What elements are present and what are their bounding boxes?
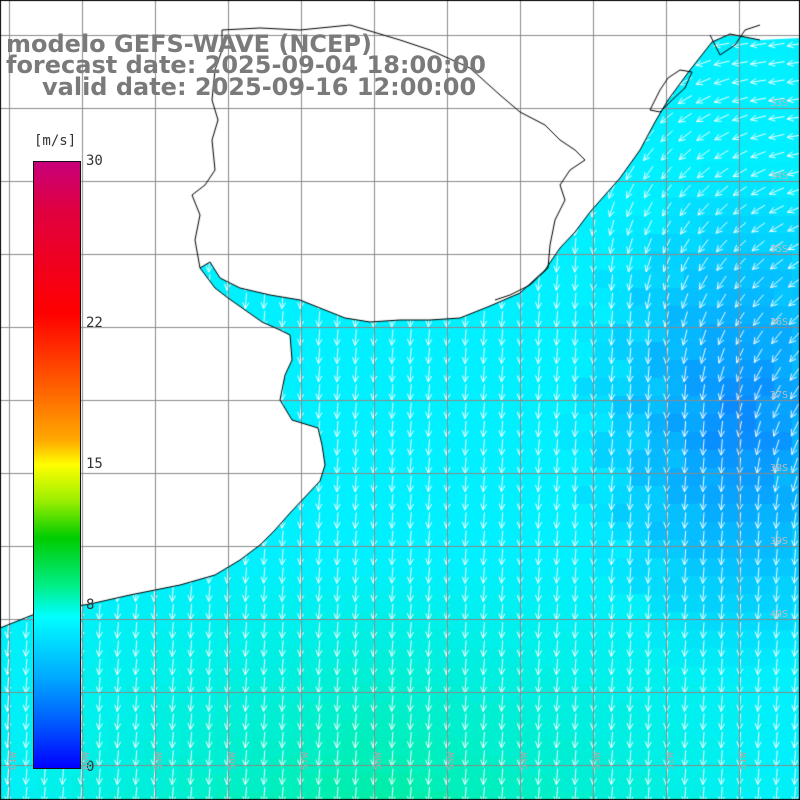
longitude-label: 56W: [373, 751, 384, 770]
longitude-label: 57W: [300, 751, 311, 770]
valid-date: valid date: 2025-09-16 12:00:00: [42, 73, 477, 101]
latitude-label: 34S: [770, 171, 789, 182]
model-title: modelo GEFS-WAVE (NCEP): [6, 30, 372, 58]
longitude-label: 59W: [154, 751, 165, 770]
latitude-label: 39S: [770, 536, 789, 547]
latitude-label: 33S: [770, 98, 789, 109]
latitude-label: 36S: [770, 317, 789, 328]
colorbar-tick-label: 8: [86, 597, 95, 614]
latitude-label: 38S: [770, 463, 789, 474]
longitude-label: 55W: [446, 751, 457, 770]
colorbar-unit: [m/s]: [34, 133, 77, 149]
colorbar: [33, 161, 81, 769]
longitude-label: 60W: [81, 751, 92, 770]
latitude-label: 35S: [770, 244, 789, 255]
longitude-label: 54W: [519, 751, 530, 770]
longitude-label: 53W: [592, 751, 603, 770]
forecast-date: forecast date: 2025-09-04 18:00:00: [6, 51, 486, 79]
latitude-label: 40S: [770, 609, 789, 620]
colorbar-tick-label: 0: [86, 759, 95, 775]
latitude-label: 37S: [770, 390, 789, 401]
longitude-label: 61W: [8, 751, 19, 770]
longitude-label: 51W: [738, 751, 749, 770]
longitude-label: 52W: [665, 751, 676, 770]
colorbar-tick-label: 15: [86, 456, 103, 472]
colorbar-tick-label: 22: [86, 314, 103, 331]
longitude-label: 58W: [227, 751, 238, 770]
colorbar-tick-label: 30: [86, 153, 103, 169]
